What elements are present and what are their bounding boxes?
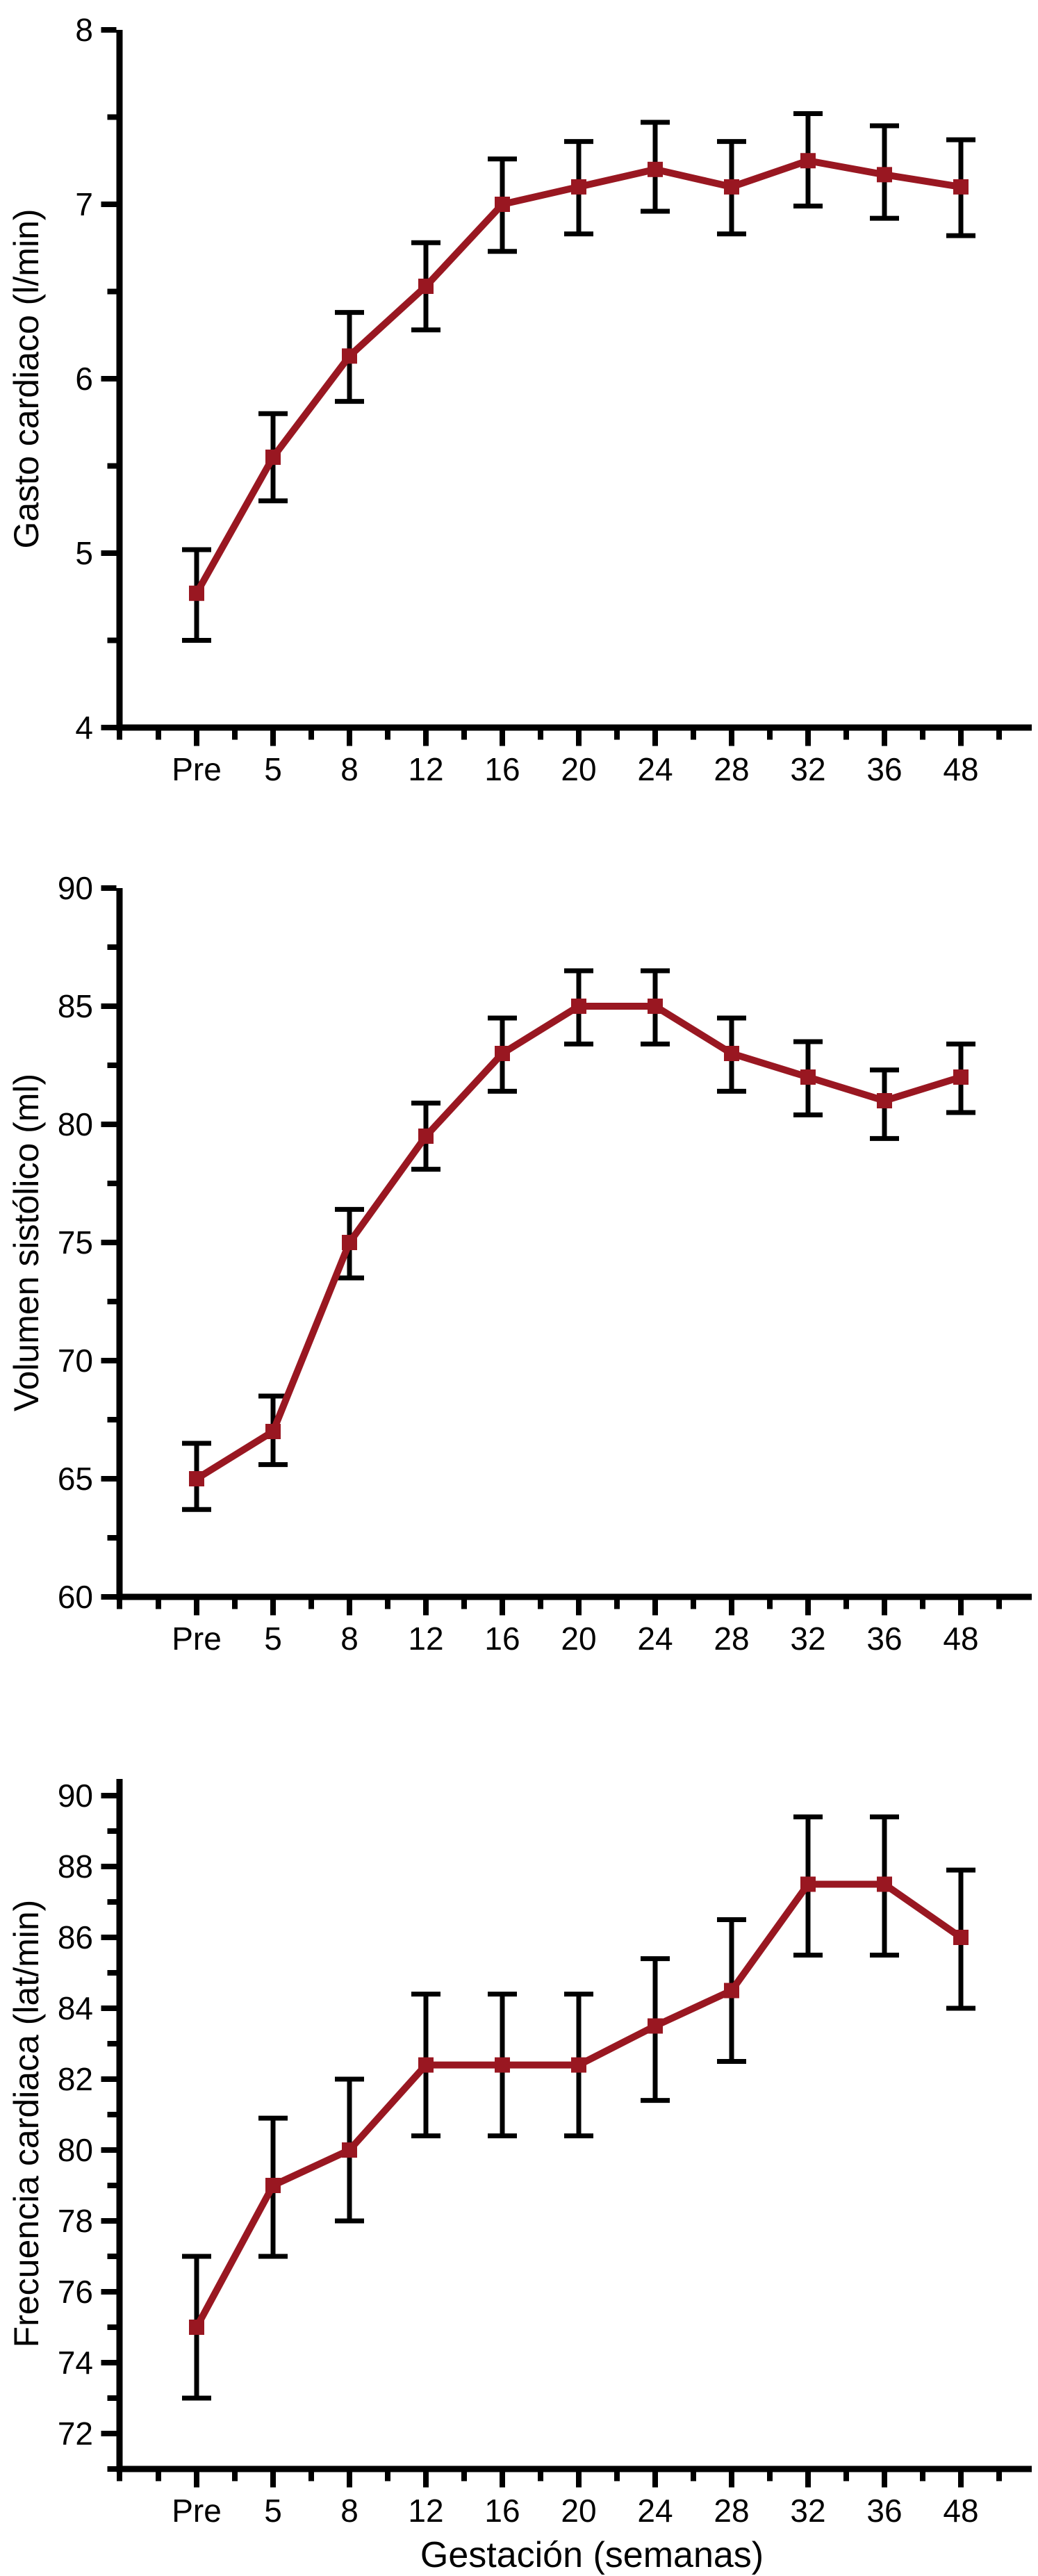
y-tick-label: 78 — [58, 2203, 93, 2239]
x-tick-label: 20 — [561, 2493, 596, 2529]
y-tick-label: 82 — [58, 2061, 93, 2097]
x-tick-label: 24 — [637, 1621, 673, 1657]
data-point-marker — [265, 1424, 281, 1439]
x-tick-label: 24 — [637, 751, 673, 787]
y-tick-label: 90 — [58, 1778, 93, 1814]
y-tick-label: 86 — [58, 1919, 93, 1955]
x-tick-label: 8 — [340, 1621, 359, 1657]
y-tick-label: 75 — [58, 1224, 93, 1261]
x-tick-label: 28 — [714, 1621, 749, 1657]
data-point-marker — [189, 585, 204, 601]
x-tick-label: 24 — [637, 2493, 673, 2529]
panel-1: 4 5 6 7 8 Pre 5 8 12 16 20 24 28 32 36 48 — [75, 12, 1032, 787]
y-tick-label: 60 — [58, 1579, 93, 1615]
x-tick-label: 12 — [408, 1621, 443, 1657]
y-axis-title-gasto-cardiaco: Gasto cardiaco (l/min) — [7, 208, 46, 548]
data-point-marker — [724, 1983, 739, 1999]
data-point-marker — [418, 278, 434, 294]
data-point-marker — [877, 1093, 892, 1108]
data-point-marker — [953, 1069, 969, 1085]
y-tick-label: 8 — [75, 12, 93, 48]
x-tick-label: Pre — [172, 751, 222, 787]
data-point-marker — [648, 999, 663, 1014]
data-point-marker — [342, 1235, 357, 1250]
y-tick-label: 80 — [58, 1106, 93, 1142]
data-point-marker — [265, 449, 281, 465]
data-point-marker — [877, 167, 892, 183]
data-point-marker — [495, 197, 510, 212]
data-point-marker — [418, 2057, 434, 2073]
y-tick-label: 85 — [58, 988, 93, 1024]
y-tick-label: 6 — [75, 361, 93, 397]
x-tick-label: 8 — [340, 2493, 359, 2529]
data-point-marker — [342, 2142, 357, 2158]
y-axis-title-volumen-sistolico: Volumen sistólico (ml) — [7, 1074, 46, 1411]
data-point-marker — [648, 2018, 663, 2034]
x-tick-label: 5 — [264, 1621, 282, 1657]
x-tick-label: 32 — [790, 751, 825, 787]
x-tick-label: Pre — [172, 2493, 222, 2529]
data-point-marker — [342, 348, 357, 364]
series-line — [195, 1003, 962, 1482]
x-tick-label: 48 — [943, 1621, 978, 1657]
x-tick-label: 16 — [484, 751, 520, 787]
data-point-marker — [800, 153, 816, 169]
data-point-marker — [877, 1876, 892, 1892]
x-tick-label: 20 — [561, 751, 596, 787]
data-point-marker — [800, 1069, 816, 1085]
data-point-marker — [953, 179, 969, 195]
data-point-marker — [571, 179, 586, 195]
x-tick-label: 36 — [866, 2493, 902, 2529]
x-axis-title-gestacion: Gestación (semanas) — [420, 2535, 764, 2575]
y-tick-label: 65 — [58, 1461, 93, 1497]
y-tick-label: 88 — [58, 1848, 93, 1885]
x-tick-label: 28 — [714, 751, 749, 787]
data-point-marker — [953, 1930, 969, 1945]
x-tick-label: 16 — [484, 1621, 520, 1657]
data-point-marker — [724, 179, 739, 195]
data-point-marker — [648, 161, 663, 177]
x-tick-label: 28 — [714, 2493, 749, 2529]
data-point-marker — [189, 1471, 204, 1486]
y-tick-label: 74 — [58, 2345, 93, 2381]
x-tick-label: 12 — [408, 2493, 443, 2529]
x-tick-label: Pre — [172, 1621, 222, 1657]
x-tick-label: 48 — [943, 2493, 978, 2529]
data-point-marker — [800, 1876, 816, 1892]
data-point-marker — [495, 1046, 510, 1061]
x-tick-label: 5 — [264, 2493, 282, 2529]
y-tick-label: 90 — [58, 870, 93, 906]
x-tick-label: 5 — [264, 751, 282, 787]
x-tick-label: 36 — [866, 751, 902, 787]
x-tick-label: 36 — [866, 1621, 902, 1657]
x-tick-label: 8 — [340, 751, 359, 787]
x-tick-label: 20 — [561, 1621, 596, 1657]
y-tick-label: 4 — [75, 709, 93, 746]
data-point-marker — [265, 2178, 281, 2193]
y-tick-label: 5 — [75, 535, 93, 571]
x-tick-label: 16 — [484, 2493, 520, 2529]
data-point-marker — [724, 1046, 739, 1061]
panel-2: 60 65 70 75 80 85 90 Pre 5 8 12 16 20 24 28 32 36 48 — [58, 870, 1032, 1657]
x-tick-label: 32 — [790, 1621, 825, 1657]
panel-3: 72 74 76 78 80 82 84 86 88 90 Pre 5 8 12 16 20 24 28 32 36 4… — [58, 1778, 1032, 2529]
x-tick-label: 12 — [408, 751, 443, 787]
y-axis-title-frecuencia-cardiaca: Frecuencia cardiaca (lat/min) — [7, 1900, 46, 2348]
y-tick-label: 80 — [58, 2132, 93, 2168]
y-tick-label: 70 — [58, 1343, 93, 1379]
y-tick-label: 84 — [58, 1990, 93, 2026]
y-tick-label: 7 — [75, 186, 93, 222]
data-point-marker — [495, 2057, 510, 2073]
data-point-marker — [571, 999, 586, 1014]
data-point-marker — [571, 2057, 586, 2073]
y-tick-label: 76 — [58, 2274, 93, 2310]
x-tick-label: 48 — [943, 751, 978, 787]
data-point-marker — [189, 2320, 204, 2335]
data-point-marker — [418, 1129, 434, 1144]
y-tick-label: 72 — [58, 2415, 93, 2452]
x-tick-label: 32 — [790, 2493, 825, 2529]
